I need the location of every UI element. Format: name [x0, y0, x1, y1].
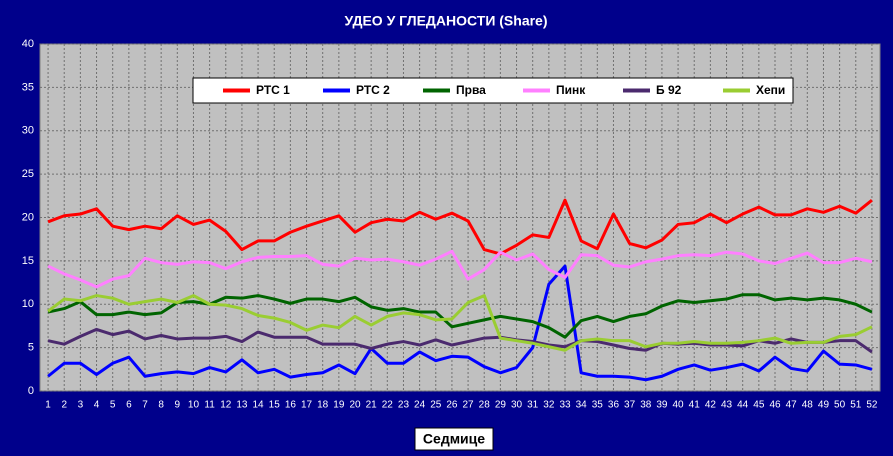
- x-tick-label: 11: [204, 400, 215, 411]
- x-tick-label: 33: [559, 400, 571, 411]
- x-tick-label: 47: [786, 400, 798, 411]
- x-tick-label: 40: [673, 400, 685, 411]
- y-tick-label: 10: [22, 298, 34, 310]
- series-line: [47, 293, 873, 339]
- x-tick-label: 38: [640, 400, 652, 411]
- legend-label: Прва: [456, 83, 486, 97]
- x-tick-label: 23: [398, 400, 410, 411]
- x-tick-label: 26: [446, 400, 458, 411]
- series-line: [47, 249, 873, 289]
- x-tick-label: 12: [220, 400, 232, 411]
- x-tick-label: 8: [158, 400, 164, 411]
- x-tick-label: 7: [142, 400, 148, 411]
- series-line: [47, 198, 873, 256]
- x-tick-label: 17: [301, 400, 313, 411]
- x-tick-label: 6: [126, 400, 132, 411]
- x-tick-label: 18: [317, 400, 329, 411]
- x-tick-label: 4: [94, 400, 100, 411]
- x-tick-label: 27: [463, 400, 475, 411]
- x-tick-label: 50: [834, 400, 846, 411]
- x-tick-label: 9: [175, 400, 181, 411]
- y-tick-label: 30: [22, 125, 34, 137]
- x-tick-label: 32: [543, 400, 555, 411]
- x-label-box: [414, 427, 494, 451]
- series-line: [47, 327, 873, 354]
- x-tick-label: 43: [721, 400, 733, 411]
- x-tick-label: 31: [527, 400, 539, 411]
- x-tick-label: 51: [850, 400, 862, 411]
- x-tick-label: 41: [689, 400, 701, 411]
- x-tick-label: 22: [382, 400, 394, 411]
- x-tick-label: 52: [866, 400, 878, 411]
- chart-title: УДЕО У ГЛЕДАНОСТИ (Share): [344, 13, 547, 29]
- x-tick-label: 19: [333, 400, 345, 411]
- legend-label: Хепи: [756, 83, 785, 97]
- series-line: [47, 294, 873, 352]
- y-tick-label: 35: [22, 81, 34, 93]
- x-tick-label: 24: [414, 400, 426, 411]
- x-tick-label: 44: [737, 400, 749, 411]
- x-tick-label: 15: [269, 400, 281, 411]
- x-tick-label: 3: [78, 400, 84, 411]
- y-tick-label: 0: [28, 385, 34, 397]
- x-tick-label: 20: [349, 400, 361, 411]
- x-tick-label: 28: [479, 400, 491, 411]
- x-tick-label: 46: [769, 400, 781, 411]
- x-tick-label: 39: [656, 400, 668, 411]
- legend-label: РТС 2: [356, 83, 390, 97]
- x-tick-label: 45: [753, 400, 765, 411]
- x-tick-label: 34: [576, 400, 588, 411]
- lines: [47, 198, 873, 382]
- x-tick-label: 14: [253, 400, 265, 411]
- y-tick-label: 20: [22, 211, 34, 223]
- x-tick-label: 2: [61, 400, 67, 411]
- x-tick-label: 48: [802, 400, 814, 411]
- x-tick-label: 5: [110, 400, 116, 411]
- x-tick-label: 37: [624, 400, 636, 411]
- y-tick-label: 25: [22, 168, 34, 180]
- legend-label: Б 92: [656, 83, 682, 97]
- x-tick-label: 1: [45, 400, 51, 411]
- y-tick-label: 40: [22, 38, 34, 50]
- x-tick-label: 36: [608, 400, 620, 411]
- x-axis-label: Седмице: [423, 431, 485, 447]
- x-tick-label: 29: [495, 400, 507, 411]
- x-tick-label: 25: [430, 400, 442, 411]
- x-tick-label: 30: [511, 400, 523, 411]
- x-tick-label: 16: [285, 400, 297, 411]
- x-tick-label: 10: [188, 400, 200, 411]
- x-tick-label: 49: [818, 400, 830, 411]
- legend-label: Пинк: [556, 83, 586, 97]
- x-tick-label: 35: [592, 400, 604, 411]
- y-tick-label: 5: [28, 342, 34, 354]
- legend: РТС 1 РТС 2 Прва Пинк Б 92 Хепи: [192, 77, 794, 104]
- series-line: [47, 264, 873, 382]
- legend-box: [192, 77, 794, 104]
- y-tick-label: 15: [22, 255, 34, 267]
- x-tick-label: 21: [366, 400, 378, 411]
- legend-label: РТС 1: [256, 83, 290, 97]
- x-tick-label: 42: [705, 400, 717, 411]
- x-tick-label: 13: [236, 400, 248, 411]
